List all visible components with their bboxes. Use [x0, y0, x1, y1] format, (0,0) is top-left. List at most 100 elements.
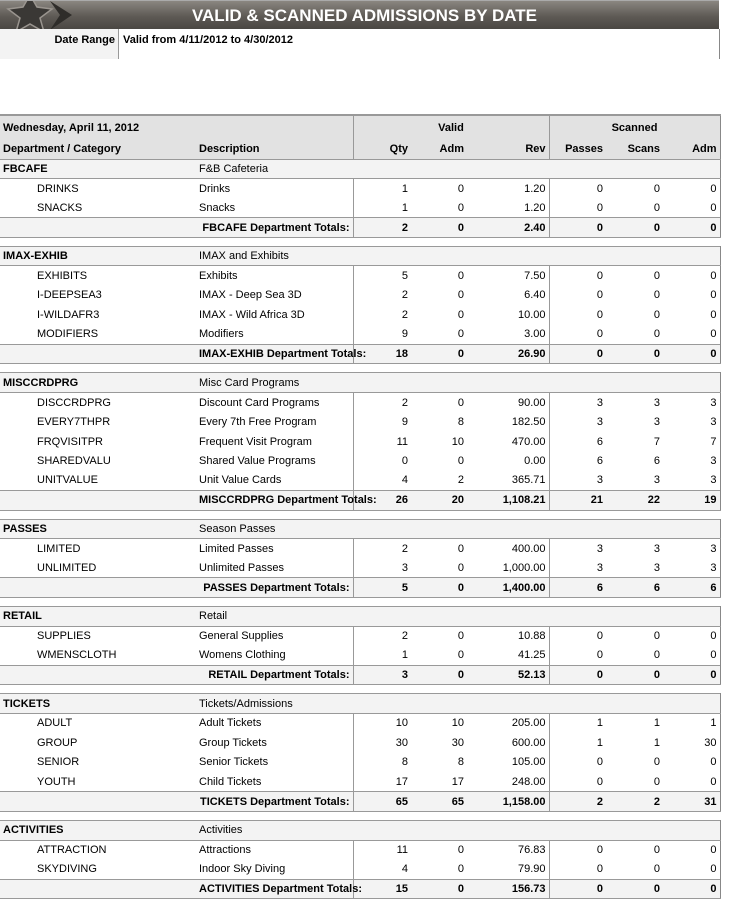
valid-rev: 205.00: [467, 713, 550, 734]
total-valid-adm: 0: [411, 343, 467, 365]
valid-adm: 0: [457, 289, 464, 302]
department-code: TICKETS: [0, 693, 196, 714]
valid-qty: 10: [395, 717, 408, 730]
department-totals-label: IMAX-EXHIB Department Totals:: [196, 343, 366, 365]
valid-rev: 0.00: [467, 451, 550, 471]
scanned-scans: 0: [653, 328, 661, 341]
scanned-adm: 0: [663, 324, 721, 345]
valid-adm: 0: [457, 542, 464, 555]
section-gap: [0, 685, 720, 694]
category-description: Group Tickets: [196, 733, 354, 753]
valid-qty: 9: [401, 415, 408, 428]
scanned-adm: 0: [663, 645, 721, 666]
scanned-scans: 0: [653, 270, 661, 283]
category-code: WMENSCLOTH: [37, 649, 117, 662]
valid-qty: 3: [401, 561, 408, 574]
department-code: PASSES: [0, 518, 196, 540]
total-valid-adm: 0: [411, 878, 467, 900]
scanned-passes: 3: [596, 542, 604, 555]
department-name: Misc Card Programs: [196, 372, 721, 394]
category-row: EXHIBITS Exhibits 5 0 7.50 0 0 0: [0, 265, 721, 286]
scanned-scans: 0: [653, 308, 661, 321]
total-scanned-adm: 0: [663, 217, 721, 238]
valid-adm: 8: [457, 415, 464, 428]
category-code: UNLIMITED: [37, 561, 97, 574]
total-scanned-adm: 0: [663, 664, 721, 686]
valid-adm: 0: [457, 844, 464, 857]
category-description: General Supplies: [196, 626, 354, 646]
department-totals-row: FBCAFE Department Totals: 2 0 2.40 0 0 0: [0, 217, 721, 238]
category-code: GROUP: [37, 736, 78, 749]
category-description: Snacks: [196, 198, 354, 218]
valid-qty: 17: [395, 775, 408, 788]
col-scanned-passes: Passes: [549, 139, 607, 160]
department-totals-row: PASSES Department Totals: 5 0 1,400.00 6 6 6: [0, 577, 721, 598]
valid-qty: 1: [401, 201, 408, 214]
total-valid-rev: 1,108.21: [467, 490, 550, 511]
scanned-adm: 0: [663, 752, 721, 773]
category-code: SHAREDVALU: [37, 455, 111, 468]
report-title-bar: VALID & SCANNED ADMISSIONS BY DATE: [0, 0, 719, 30]
category-description: Frequent Visit Program: [196, 431, 354, 452]
valid-rev: 400.00: [467, 538, 550, 559]
scanned-passes: 0: [596, 649, 604, 662]
valid-rev: 182.50: [467, 412, 550, 432]
valid-rev: 1.20: [467, 198, 550, 218]
report-date: Wednesday, April 11, 2012: [0, 114, 354, 139]
scanned-scans: 0: [653, 201, 661, 214]
total-scanned-scans: 2: [606, 791, 664, 812]
star-logo-icon: [6, 1, 72, 30]
valid-qty: 9: [401, 328, 408, 341]
category-row: ATTRACTION Attractions 11 0 76.83 0 0 0: [0, 840, 721, 860]
department-code: IMAX-EXHIB: [0, 245, 196, 267]
category-code: MODIFIERS: [37, 328, 99, 341]
valid-qty: 1: [401, 649, 408, 662]
category-row: SHAREDVALU Shared Value Programs 0 0 0.00 6 6 3: [0, 451, 721, 471]
scanned-adm: 0: [663, 772, 721, 792]
section-gap: [0, 597, 720, 606]
section-gap: [0, 364, 720, 373]
valid-adm: 17: [451, 775, 464, 788]
scanned-passes: 0: [596, 630, 604, 643]
total-valid-qty: 15: [353, 878, 411, 900]
department-row: PASSES Season Passes: [0, 518, 721, 540]
category-description: Every 7th Free Program: [196, 412, 354, 432]
category-code: YOUTH: [37, 775, 76, 788]
category-description: Modifiers: [196, 324, 354, 345]
valid-rev: 600.00: [467, 733, 550, 753]
department-totals-row: RETAIL Department Totals: 3 0 52.13 0 0 0: [0, 664, 721, 686]
department-code: RETAIL: [0, 605, 196, 627]
total-scanned-adm: 19: [663, 490, 721, 511]
totals-spacer: [0, 878, 196, 900]
department-name: Activities: [196, 819, 721, 841]
valid-rev: 6.40: [467, 285, 550, 306]
scanned-scans: 7: [653, 435, 661, 448]
total-scanned-scans: 0: [606, 664, 664, 686]
scanned-scans: 3: [653, 396, 661, 409]
valid-adm: 10: [451, 435, 464, 448]
category-description: IMAX - Wild Africa 3D: [196, 305, 354, 325]
category-code: ADULT: [37, 717, 73, 730]
valid-rev: 10.00: [467, 305, 550, 325]
category-code: SENIOR: [37, 756, 80, 769]
department-totals-row: ACTIVITIES Department Totals: 15 0 156.73 0 0…: [0, 878, 721, 900]
valid-rev: 248.00: [467, 772, 550, 792]
valid-adm: 0: [457, 863, 464, 876]
col-valid-adm: Adm: [411, 139, 467, 160]
department-name: Retail: [196, 605, 721, 627]
scanned-adm: 1: [663, 713, 721, 734]
department-code: MISCCRDPRG: [0, 372, 196, 394]
category-code: DISCCRDPRG: [37, 396, 111, 409]
valid-qty: 30: [395, 736, 408, 749]
scanned-adm: 3: [663, 392, 721, 413]
valid-adm: 8: [457, 756, 464, 769]
totals-spacer: [0, 664, 196, 686]
category-row: SKYDIVING Indoor Sky Diving 4 0 79.90 0 0 0: [0, 859, 721, 880]
total-valid-rev: 1,400.00: [467, 577, 550, 598]
scanned-scans: 6: [653, 455, 661, 468]
scanned-adm: 3: [663, 558, 721, 578]
valid-adm: 0: [457, 270, 464, 283]
total-valid-rev: 52.13: [467, 664, 550, 686]
total-scanned-passes: 0: [549, 343, 607, 365]
scanned-scans: 0: [653, 863, 661, 876]
